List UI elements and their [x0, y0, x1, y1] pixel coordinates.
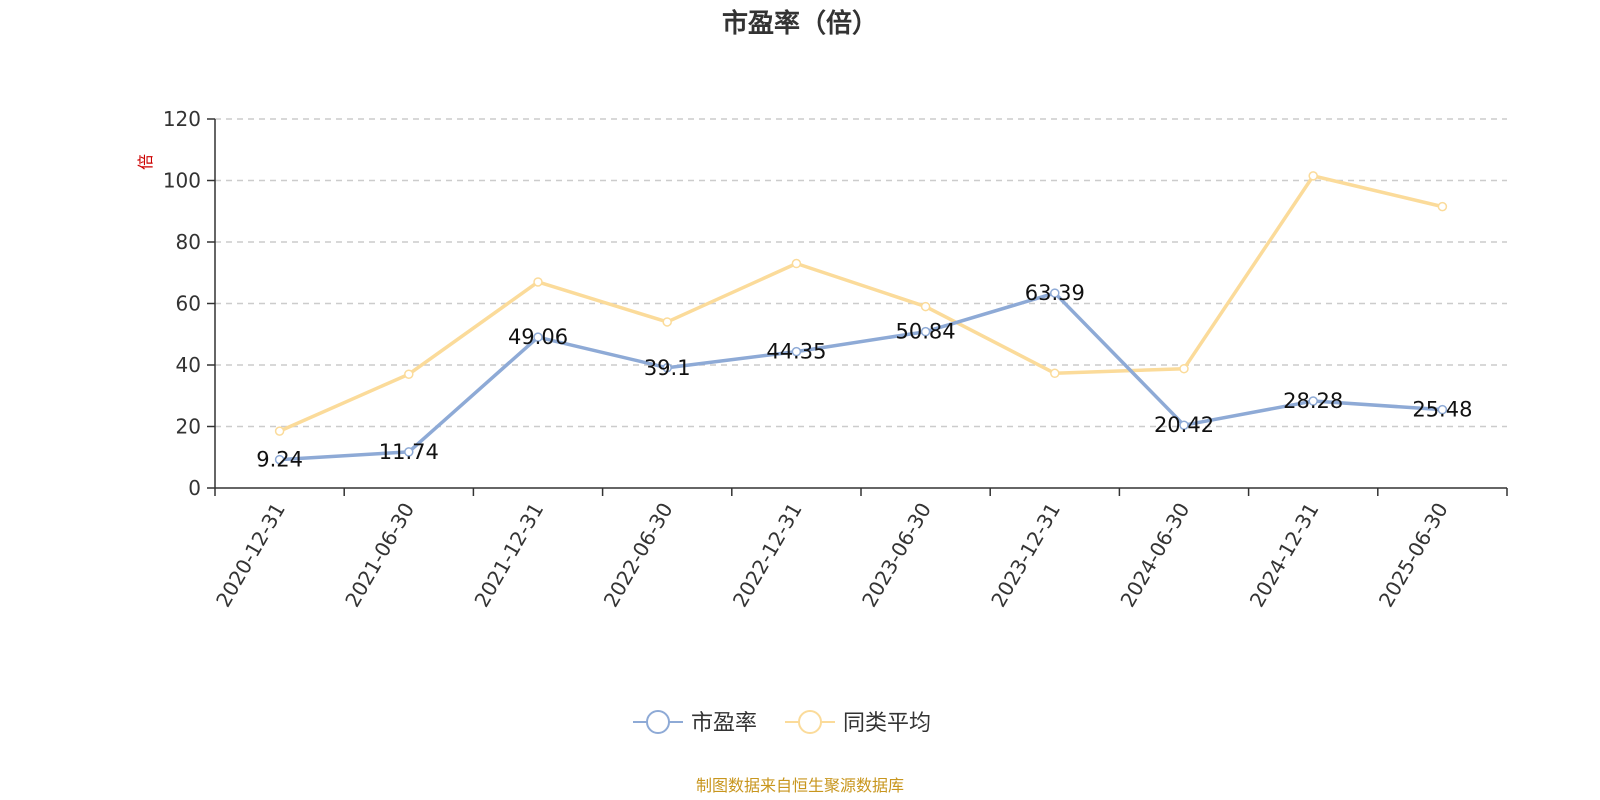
y-tick-label: 40 — [176, 353, 201, 377]
data-label: 28.28 — [1283, 389, 1343, 413]
data-point[interactable] — [1050, 288, 1060, 298]
y-tick-label: 80 — [176, 230, 201, 254]
source-note: 制图数据来自恒生聚源数据库 — [696, 776, 904, 795]
data-label: 49.06 — [508, 325, 568, 349]
series-line-peer-average — [278, 174, 1443, 433]
data-point[interactable] — [1437, 201, 1448, 212]
y-tick-label: 60 — [176, 292, 201, 316]
axes: 0 20 40 60 80 100 120 2020-12-31 2021-06-30 2021-… — [163, 107, 1508, 612]
data-point[interactable] — [533, 277, 543, 287]
chart-title: 市盈率（倍） — [722, 8, 878, 39]
data-point[interactable] — [662, 363, 672, 373]
x-tick-label: 2021-12-31 — [469, 499, 548, 612]
x-tick-label: 2020-12-31 — [211, 499, 290, 612]
x-tick-label: 2024-12-31 — [1245, 499, 1324, 612]
legend[interactable]: 市盈率 同类平均 — [633, 710, 931, 736]
grid-lines — [215, 118, 1507, 428]
data-point[interactable] — [1179, 363, 1189, 374]
data-label: 25.48 — [1412, 398, 1472, 422]
legend-marker[interactable] — [798, 710, 822, 734]
data-label: 11.74 — [379, 440, 439, 464]
y-tick-label: 120 — [163, 107, 201, 131]
y-tick-label: 20 — [176, 415, 201, 439]
data-point[interactable] — [274, 426, 285, 436]
data-label: 20.42 — [1154, 413, 1214, 437]
data-point[interactable] — [791, 258, 802, 269]
x-tick-label: 2025-06-30 — [1374, 499, 1453, 612]
data-point[interactable] — [1437, 404, 1448, 415]
x-tick-label: 2022-12-31 — [728, 499, 807, 612]
y-axis-unit: 倍 — [136, 154, 155, 170]
data-point[interactable] — [662, 317, 672, 327]
x-tick-label: 2022-06-30 — [599, 499, 678, 612]
legend-label[interactable]: 市盈率 — [691, 711, 757, 736]
data-point[interactable] — [920, 326, 931, 337]
x-tick-label: 2021-06-30 — [340, 499, 419, 612]
legend-label[interactable]: 同类平均 — [843, 711, 931, 736]
data-label: 50.84 — [896, 320, 956, 344]
data-label: 9.24 — [256, 448, 303, 472]
y-tick-label: 100 — [163, 169, 201, 193]
data-point[interactable] — [533, 332, 543, 342]
data-point[interactable] — [404, 447, 414, 457]
data-point[interactable] — [1050, 368, 1060, 379]
data-label: 63.39 — [1025, 281, 1085, 305]
data-point[interactable] — [920, 301, 931, 312]
data-point[interactable] — [1308, 171, 1318, 181]
x-tick-label: 2024-06-30 — [1115, 499, 1194, 612]
y-tick-label: 0 — [188, 476, 201, 500]
series-layer — [274, 171, 1448, 465]
data-label: 44.35 — [766, 340, 826, 364]
data-point[interactable] — [1308, 396, 1318, 406]
data-point[interactable] — [274, 454, 285, 465]
x-tick-label: 2023-12-31 — [986, 499, 1065, 612]
data-point[interactable] — [404, 369, 414, 379]
data-point[interactable] — [791, 346, 802, 357]
data-labels: 9.24 11.74 49.06 39.1 44.35 50.84 63.39 20.42 28… — [256, 281, 1472, 472]
series-line-pe-ratio — [279, 291, 1443, 462]
data-point[interactable] — [1179, 420, 1189, 430]
legend-marker[interactable] — [646, 710, 670, 734]
data-label: 39.1 — [644, 356, 691, 380]
x-tick-label: 2023-06-30 — [857, 499, 936, 612]
